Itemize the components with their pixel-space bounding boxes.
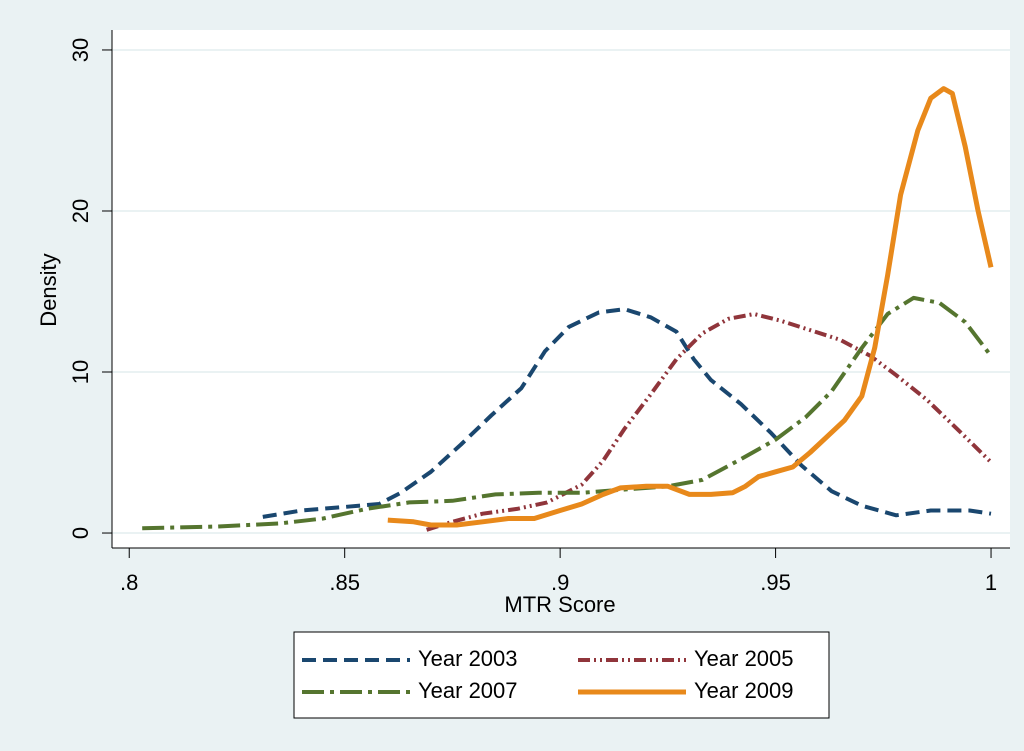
x-tick-label: .95 [760, 570, 791, 595]
legend-label: Year 2009 [694, 678, 794, 703]
plot-area [112, 30, 1010, 548]
y-axis-label: Density [36, 253, 61, 326]
y-tick-label: 10 [68, 360, 93, 384]
y-tick-label: 0 [68, 527, 93, 539]
line-series [142, 295, 993, 531]
x-axis-label: MTR Score [504, 592, 615, 617]
line-series [387, 86, 994, 528]
x-tick-label: .8 [120, 570, 138, 595]
y-tick-label: 30 [68, 38, 93, 62]
legend-label: Year 2003 [418, 646, 518, 671]
legend-label: Year 2005 [694, 646, 794, 671]
x-tick-label: .85 [329, 570, 360, 595]
y-tick-label: 20 [68, 199, 93, 223]
line-series [262, 307, 992, 519]
legend [293, 631, 830, 719]
x-tick-label: .9 [551, 570, 569, 595]
legend-label: Year 2007 [418, 678, 518, 703]
x-tick-label: 1 [985, 570, 997, 595]
